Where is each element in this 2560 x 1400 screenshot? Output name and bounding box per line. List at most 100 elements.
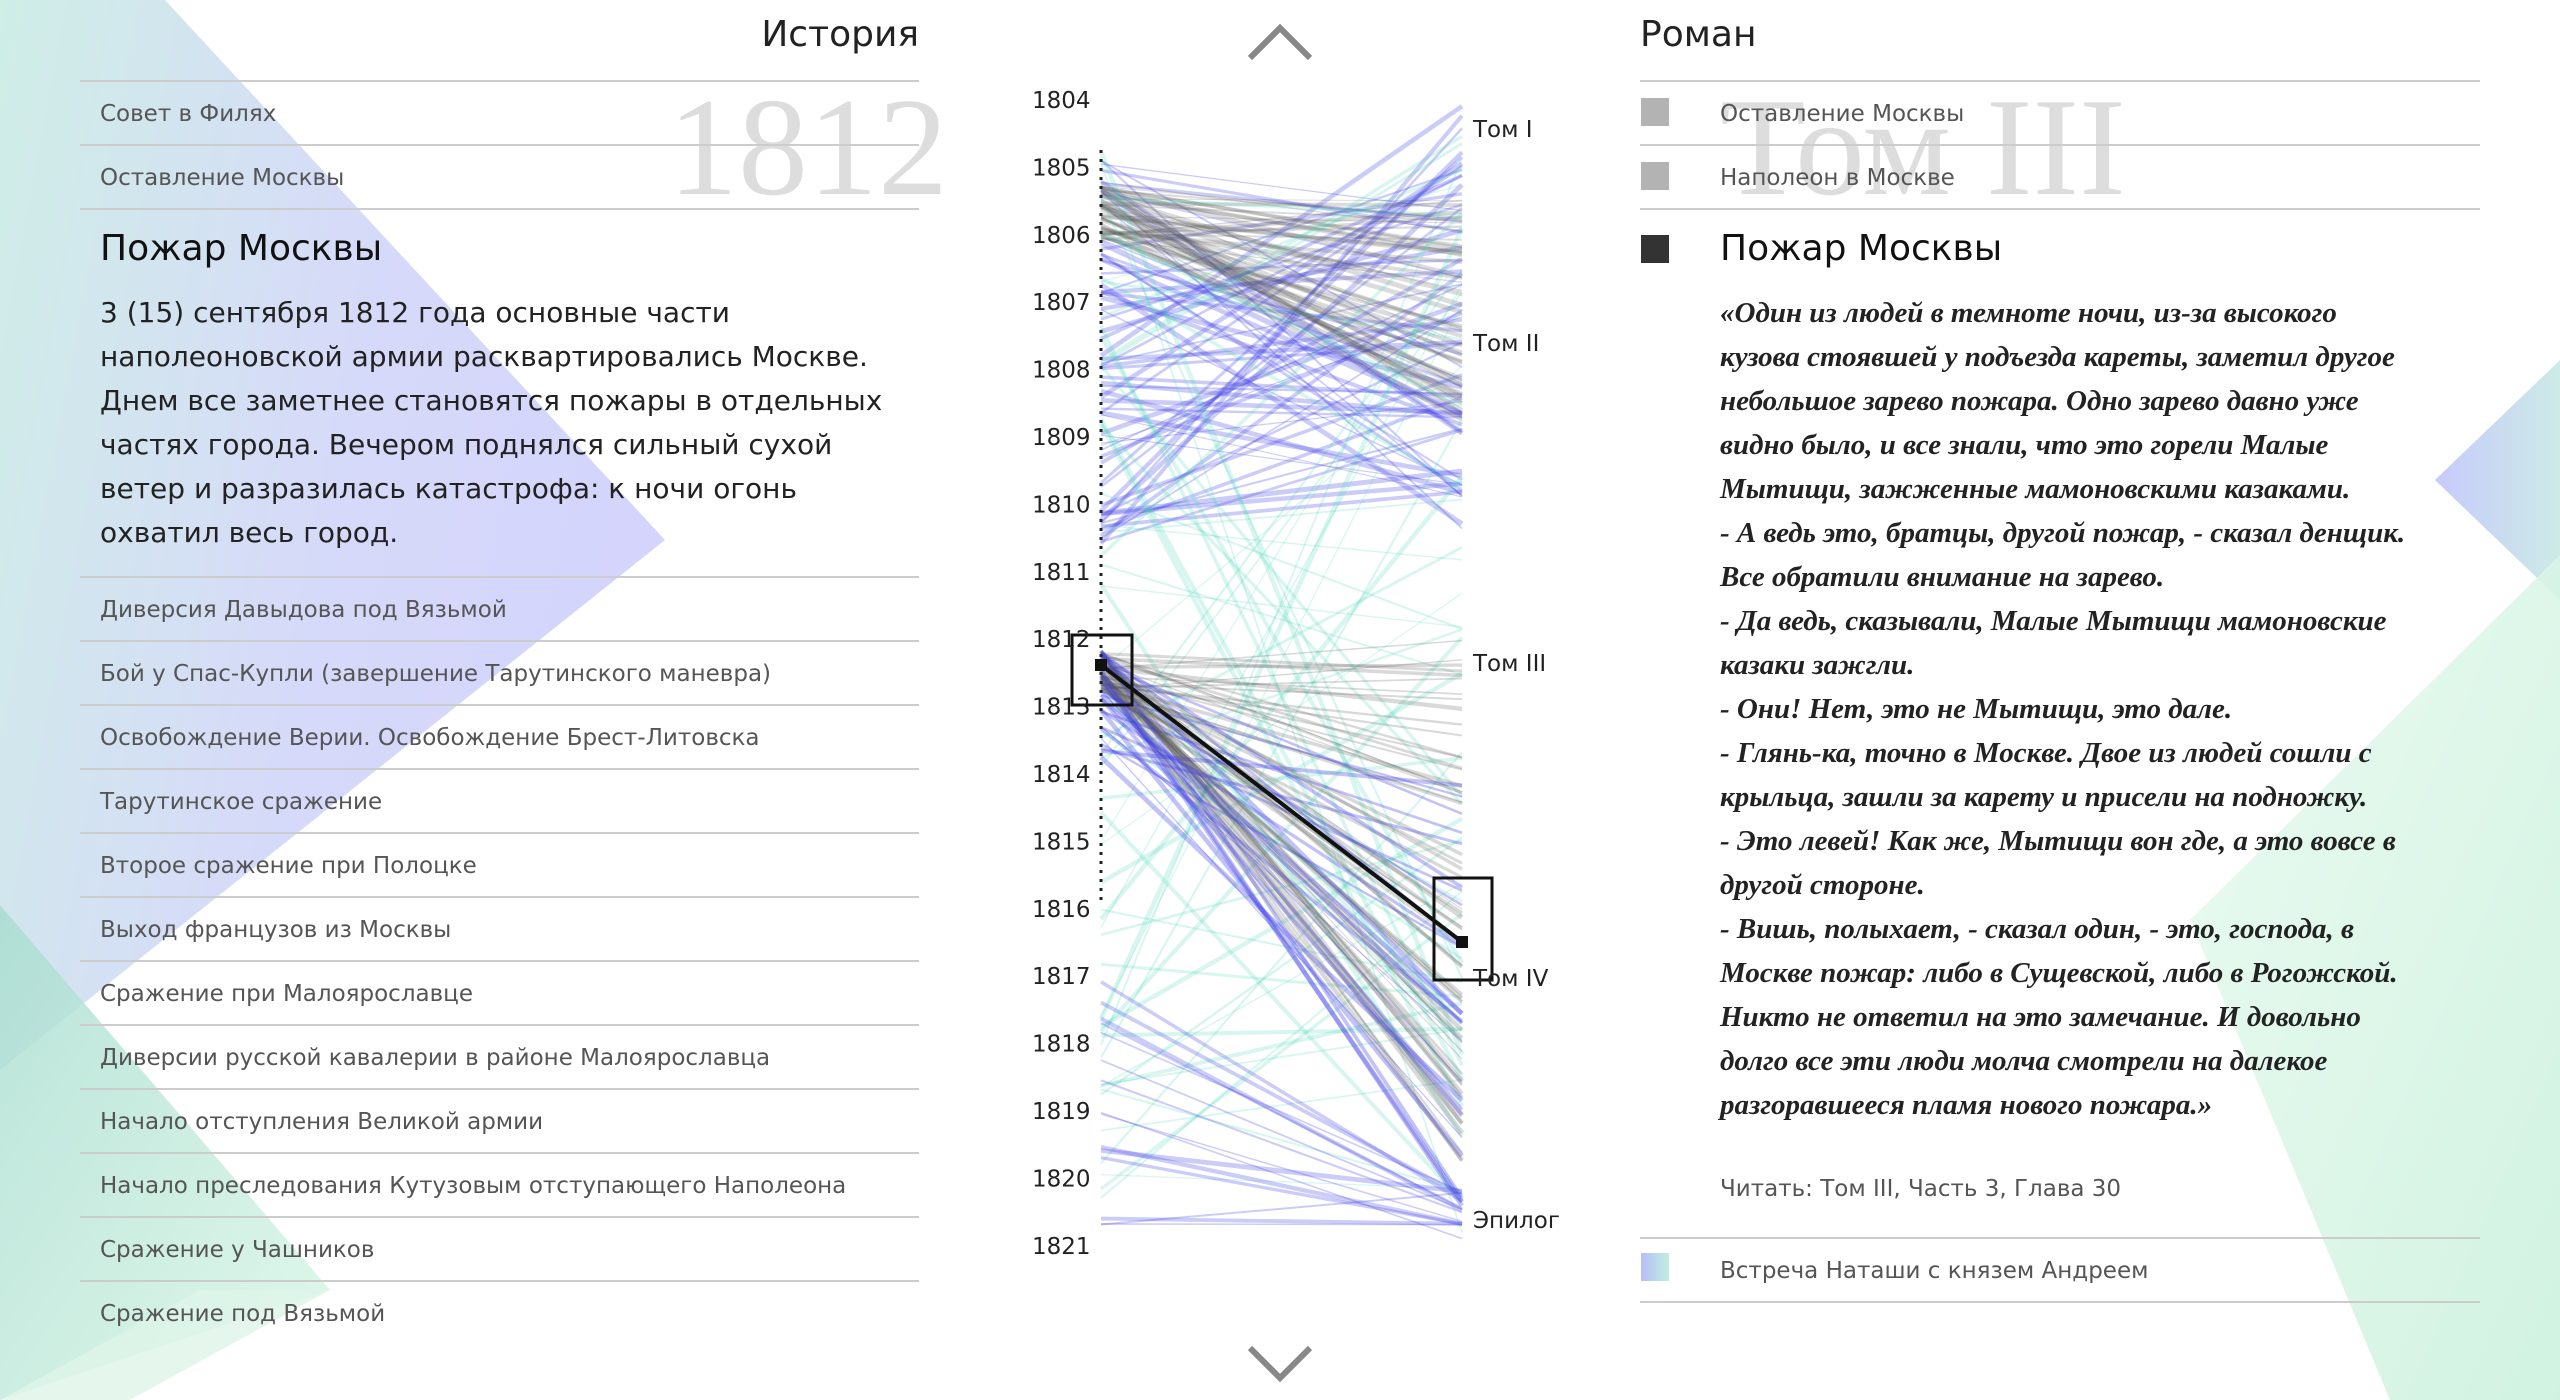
link-line	[1100, 725, 1463, 1042]
link-line	[1100, 592, 1463, 845]
history-item[interactable]: Бой у Спас-Купли (завершение Тарутинског…	[80, 640, 919, 704]
history-item[interactable]: Сражение при Малоярославце	[80, 960, 919, 1024]
link-line	[1100, 674, 1463, 856]
link-line	[1100, 165, 1463, 415]
link-line	[1100, 689, 1463, 928]
link-line	[1100, 674, 1463, 1041]
link-line	[1100, 168, 1463, 294]
quote-line: долго все эти люди молча смотрели на дал…	[1720, 1045, 2328, 1077]
link-line	[1100, 215, 1463, 224]
volume-label: Том III	[1472, 651, 1546, 677]
link-line	[1099, 423, 1464, 805]
link-line	[1100, 342, 1463, 371]
link-line	[1100, 687, 1463, 879]
link-line	[1099, 669, 1464, 1207]
quote-line: - А ведь это, братцы, другой пожар, - ск…	[1720, 517, 2406, 549]
link-line	[1100, 652, 1463, 794]
history-item[interactable]: Выход французов из Москвы	[80, 896, 919, 960]
link-line	[1099, 335, 1464, 965]
link-line	[1100, 254, 1463, 481]
link-line	[1100, 240, 1463, 414]
link-line	[1100, 677, 1463, 915]
link-line	[1100, 184, 1463, 283]
history-item[interactable]: Освобождение Верии. Освобождение Брест-Л…	[80, 704, 919, 768]
link-line	[1100, 708, 1463, 948]
link-line	[1099, 755, 1464, 1102]
link-line	[1100, 656, 1463, 678]
link-line	[1100, 215, 1463, 254]
marker-square	[1641, 1253, 1669, 1281]
history-item[interactable]: Начало отступления Великой армии	[80, 1088, 919, 1152]
history-item[interactable]: Второе сражение при Полоцке	[80, 832, 919, 896]
history-item[interactable]: Оставление Москвы	[80, 144, 919, 208]
history-item[interactable]: Совет в Филях	[80, 80, 919, 144]
link-line	[1099, 583, 1464, 1138]
link-line	[1099, 184, 1464, 413]
link-line	[1100, 890, 1463, 1199]
quote-line: казаки зажгли.	[1720, 649, 1915, 681]
link-line	[1100, 1001, 1463, 1088]
current-text: 3 (15) сентября 1812 года основные части…	[100, 296, 883, 549]
link-line	[1099, 708, 1464, 1158]
history-item[interactable]: Диверсия Давыдова под Вязьмой	[80, 576, 919, 640]
link-line	[1099, 681, 1464, 1004]
link-line	[1100, 236, 1463, 362]
link-line	[1100, 193, 1463, 254]
link-line	[1100, 682, 1463, 701]
link-line	[1100, 656, 1463, 1085]
link-line	[1100, 427, 1463, 525]
link-line	[1099, 649, 1464, 1125]
novel-line	[1640, 208, 2480, 210]
link-line	[1100, 283, 1463, 451]
link-line	[1100, 309, 1463, 540]
link-line	[1099, 212, 1464, 558]
link-line	[1100, 253, 1463, 387]
link-line	[1099, 693, 1464, 1016]
history-item[interactable]: Диверсии русской кавалерии в районе Мало…	[80, 1024, 919, 1088]
link-line	[1099, 681, 1464, 1125]
link-line	[1099, 188, 1464, 436]
link-line	[1099, 197, 1464, 979]
year-label: 1807	[1032, 290, 1091, 316]
history-item[interactable]: Тарутинское сражение	[80, 768, 919, 832]
link-line	[1099, 272, 1464, 538]
link-line	[1100, 289, 1463, 427]
link-line	[1100, 232, 1463, 241]
link-line	[1100, 301, 1463, 436]
quote-line: - Они! Нет, это не Мытищи, это дале.	[1720, 693, 2233, 725]
link-line	[1100, 662, 1463, 795]
link-line	[1100, 174, 1463, 368]
link-line	[1100, 639, 1463, 670]
link-line	[1100, 157, 1463, 1046]
link-line	[1100, 258, 1463, 275]
history-line	[80, 208, 919, 210]
quote-line: другой стороне.	[1720, 869, 1925, 901]
link-line	[1100, 245, 1463, 312]
read-link[interactable]: Читать: Том III, Часть 3, Глава 30	[1720, 1176, 2122, 1202]
link-line	[1100, 173, 1463, 341]
panel-title: Роман	[1640, 14, 1757, 55]
link-line	[1100, 207, 1463, 333]
history-item[interactable]: Сражение у Чашников	[80, 1216, 919, 1280]
novel-item[interactable]: Встреча Наташи с князем Андреем	[1640, 1237, 2480, 1301]
link-line	[1100, 199, 1463, 296]
history-item[interactable]: Сражение под Вязьмой	[80, 1280, 919, 1344]
link-line	[1100, 689, 1463, 907]
quote-line: крыльца, зашли за карету и присели на по…	[1720, 781, 2368, 813]
link-line	[1099, 684, 1464, 997]
link-line	[1099, 679, 1464, 1000]
history-item[interactable]: Начало преследования Кутузовым отступающ…	[80, 1152, 919, 1216]
link-line	[1100, 653, 1463, 889]
timeline-viz: 1804 1805 1806 1807 1808 1809 1810 1811 1812 1813…	[1032, 88, 1560, 1260]
novel-item[interactable]: Наполеон в Москве	[1640, 144, 2480, 208]
quote-line: «Один из людей в темноте ночи, из-за выс…	[1720, 297, 2337, 329]
novel-item[interactable]: Оставление Москвы	[1640, 80, 2480, 144]
scroll-up[interactable]	[1247, 23, 1313, 61]
year-label: 1818	[1032, 1032, 1091, 1058]
scroll-down[interactable]	[1247, 1345, 1313, 1383]
link-line	[1100, 186, 1463, 345]
link-line	[1099, 204, 1464, 399]
link-line	[1099, 912, 1464, 1191]
link-line	[1099, 660, 1464, 1096]
link-line	[1100, 654, 1463, 1044]
